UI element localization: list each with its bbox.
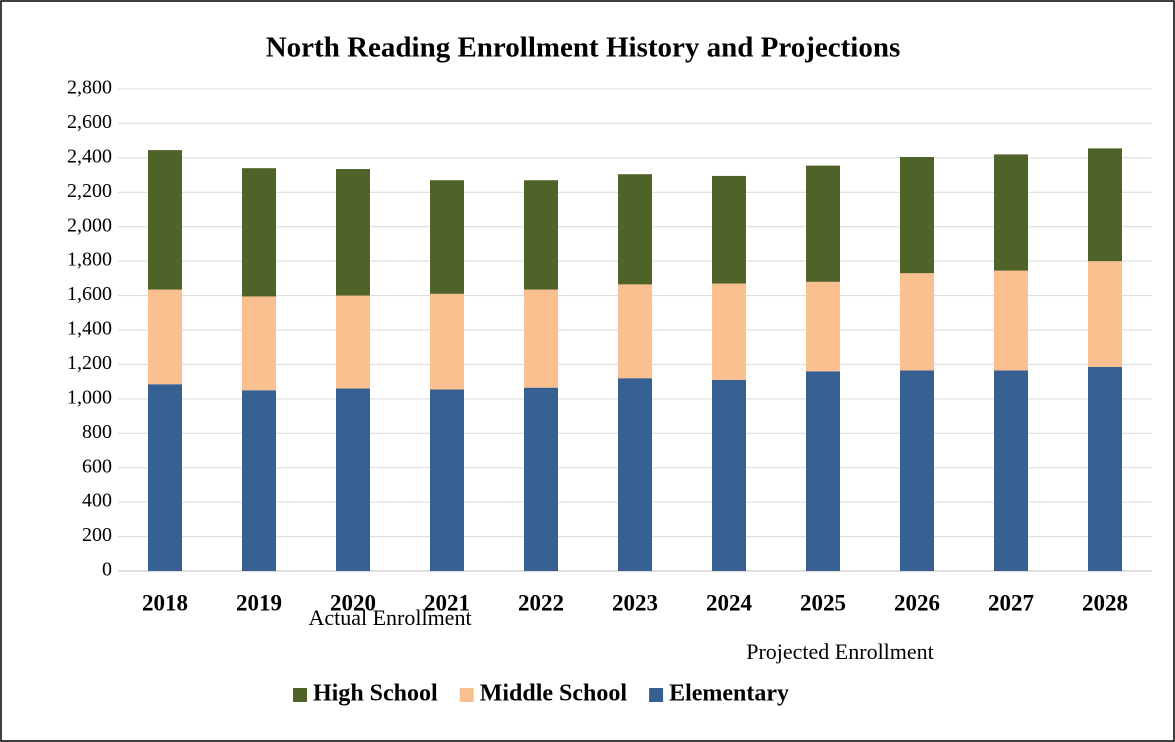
y-tick-label: 2,800 (67, 77, 112, 99)
x-tick-label: 2020 (330, 590, 376, 615)
y-tick-label: 2,400 (67, 145, 112, 167)
x-tick-label: 2022 (518, 590, 564, 615)
x-tick-label: 2028 (1082, 590, 1128, 615)
bar-segment (430, 180, 464, 294)
bar-segment (806, 281, 840, 372)
bar-segment (994, 370, 1028, 571)
x-tick-label: 2024 (706, 590, 753, 615)
bar-segment (806, 371, 840, 571)
y-tick-label: 2,600 (67, 111, 112, 133)
bar-segment (148, 150, 182, 290)
annotation: Projected Enrollment (746, 639, 934, 664)
legend-swatch (649, 688, 664, 702)
legend-label: Middle School (480, 681, 628, 707)
legend-swatch (459, 688, 474, 702)
bar-segment (712, 175, 746, 284)
x-tick-label: 2023 (612, 590, 658, 615)
y-tick-label: 1,400 (67, 318, 112, 340)
bar-segment (336, 295, 370, 389)
bar-segment (430, 293, 464, 390)
bar-segment (806, 165, 840, 282)
bar-segment (524, 289, 558, 388)
legend-label: High School (313, 681, 438, 707)
legend-label: Elementary (669, 681, 789, 707)
bar-segment (618, 284, 652, 379)
bar-segment (618, 378, 652, 571)
y-tick-label: 600 (82, 455, 112, 477)
x-tick-label: 2026 (894, 590, 940, 615)
bar-segment (1088, 148, 1122, 262)
bar-segment (712, 283, 746, 380)
bar-segment (900, 156, 934, 274)
bar-segment (242, 168, 276, 297)
x-tick-label: 2025 (800, 590, 846, 615)
bar-segment (524, 180, 558, 290)
bar-segment (900, 370, 934, 571)
bar-segment (994, 154, 1028, 271)
y-tick-label: 2,000 (67, 214, 112, 236)
legend-swatch (293, 688, 307, 702)
bar-segment (712, 379, 746, 571)
y-tick-label: 200 (82, 524, 112, 546)
bar-segment (900, 273, 934, 371)
x-tick-label: 2027 (988, 590, 1034, 615)
y-tick-label: 2,200 (67, 180, 112, 202)
bar-segment (430, 389, 464, 571)
bar-segment (1088, 261, 1122, 368)
bar-segment (242, 390, 276, 571)
x-tick-label: 2021 (424, 590, 470, 615)
bar-segment (242, 296, 276, 391)
y-tick-label: 1,200 (67, 352, 112, 374)
bar-segment (524, 387, 558, 571)
bar-segment (336, 388, 370, 571)
y-tick-label: 400 (82, 490, 112, 512)
y-tick-label: 1,000 (67, 386, 112, 408)
bar-segment (1088, 367, 1122, 571)
bar-segment (148, 384, 182, 571)
annotation: Actual Enrollment (308, 605, 471, 630)
x-tick-label: 2018 (142, 590, 188, 615)
y-tick-label: 1,800 (67, 249, 112, 271)
y-tick-label: 1,600 (67, 283, 112, 305)
y-tick-label: 0 (102, 559, 112, 581)
x-tick-label: 2019 (236, 590, 282, 615)
bar-segment (618, 174, 652, 285)
bar-segment (336, 169, 370, 296)
bar-segment (148, 289, 182, 385)
bar-segment (994, 270, 1028, 371)
y-tick-label: 800 (82, 421, 112, 443)
chart-title: North Reading Enrollment History and Pro… (266, 32, 901, 64)
